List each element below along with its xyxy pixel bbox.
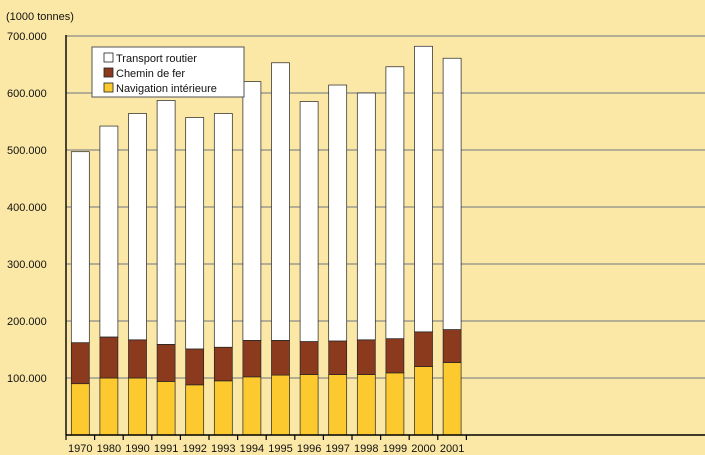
y-tick-label: 700.000: [7, 31, 47, 43]
bar-segment: [414, 366, 433, 436]
bar-segment: [156, 100, 176, 345]
x-tick-label: 1995: [268, 443, 292, 455]
legend-swatch: [103, 67, 114, 78]
y-tick-label: 100.000: [7, 373, 47, 385]
bar-segment: [242, 376, 262, 436]
bar-segment: [156, 381, 176, 436]
bar-segment: [356, 374, 376, 436]
bar-segment: [328, 374, 348, 436]
bar-segment: [299, 341, 319, 375]
bar-segment: [128, 339, 147, 379]
bar-segment: [185, 384, 205, 436]
bar-segment: [128, 377, 147, 436]
bar-segment: [99, 336, 119, 379]
bar-segment: [414, 331, 433, 367]
x-tick-label: 1994: [240, 443, 264, 455]
bar-segment: [414, 45, 433, 333]
bar-segment: [299, 101, 319, 342]
bar-segment: [242, 340, 262, 378]
bar-segment: [213, 380, 233, 436]
bar-segment: [271, 340, 290, 376]
x-tick-label: 1990: [125, 443, 149, 455]
bar-segment: [213, 113, 233, 348]
x-tick-labels: 1970 1980 1990 1991 1992 1993 1994 1995 1996 1997…: [68, 443, 464, 455]
x-tick-label: 2001: [440, 443, 464, 455]
x-tick-label: 1998: [354, 443, 378, 455]
y-tick-labels: 100.000 200.000 300.000 400.000 500.000 600.0…: [7, 31, 47, 385]
bar-segment: [356, 339, 376, 375]
x-tick-label: 1999: [383, 443, 407, 455]
y-tick-label: 300.000: [7, 259, 47, 271]
bar-segment: [99, 377, 119, 436]
bar-segment: [328, 340, 348, 375]
bar-segment: [385, 372, 405, 436]
bar-segment: [271, 62, 290, 341]
bar-segment: [242, 81, 262, 341]
bar-segment: [442, 362, 462, 436]
legend-label: Transport routier: [116, 53, 197, 65]
bar-segment: [70, 342, 90, 385]
bar-segment: [70, 151, 90, 344]
bar-segment: [185, 117, 205, 350]
x-tick-label: 1980: [97, 443, 121, 455]
bar-segment: [70, 383, 90, 436]
bar-segment: [328, 84, 348, 342]
bar-segment: [99, 125, 119, 338]
legend-label: Chemin de fer: [116, 68, 185, 80]
y-tick-label: 500.000: [7, 145, 47, 157]
axes: [65, 35, 705, 440]
bar-segment: [156, 344, 176, 382]
x-tick-label: 1997: [325, 443, 349, 455]
unit-label: (1000 tonnes): [6, 11, 74, 23]
x-tick-label: 1993: [211, 443, 235, 455]
x-tick-label: 1992: [182, 443, 206, 455]
y-tick-label: 400.000: [7, 202, 47, 214]
legend-swatch: [103, 82, 114, 93]
bar-segment: [385, 338, 405, 374]
bar-segment: [442, 329, 462, 363]
y-tick-label: 600.000: [7, 88, 47, 100]
bar-segment: [213, 346, 233, 382]
bar-segment: [442, 57, 462, 330]
x-tick-label: 1996: [297, 443, 321, 455]
y-tick-label: 200.000: [7, 316, 47, 328]
legend-swatch: [103, 52, 114, 63]
legend: Transport routier Chemin de fer Navigation…: [91, 46, 245, 98]
bar-segment: [185, 348, 205, 386]
x-tick-label: 2000: [411, 443, 435, 455]
x-tick-label: 1991: [154, 443, 178, 455]
legend-label: Navigation intérieure: [116, 83, 217, 95]
bar-segment: [356, 92, 376, 341]
bars: [70, 45, 462, 436]
legend-box: [91, 46, 245, 98]
x-tick-label: 1970: [68, 443, 92, 455]
bar-segment: [385, 66, 405, 340]
bar-segment: [271, 374, 290, 436]
bar-segment: [128, 113, 147, 341]
bar-segment: [299, 374, 319, 436]
